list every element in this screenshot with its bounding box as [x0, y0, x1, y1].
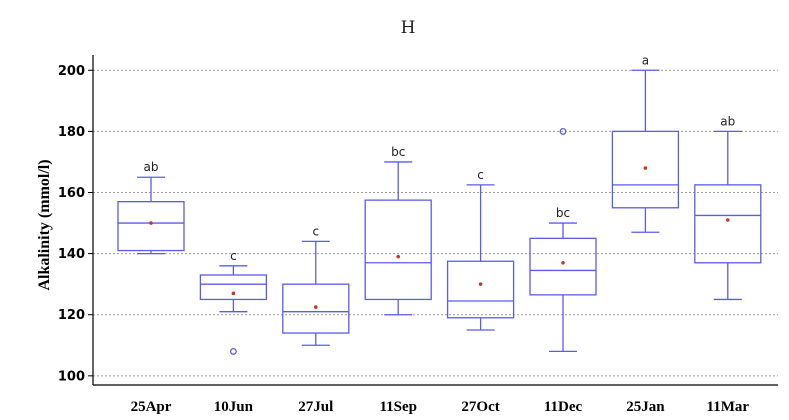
x-tick-label: 27Jul — [298, 399, 333, 415]
box-11Mar — [694, 130, 762, 301]
mean-marker — [396, 254, 401, 259]
x-tick-label: 11Sep — [379, 399, 417, 415]
y-tick-label: 140 — [58, 247, 85, 262]
significance-letter: bc — [556, 206, 570, 220]
x-tick-label: 25Jan — [626, 399, 665, 415]
x-tick-label: 10Jun — [214, 399, 254, 415]
significance-letter: a — [642, 53, 649, 67]
mean-marker — [726, 218, 730, 222]
mean-marker — [149, 221, 153, 225]
x-tick-label: 11Mar — [707, 399, 750, 415]
iqr-box — [117, 201, 185, 252]
box-11Sep — [364, 161, 432, 316]
boxes — [117, 69, 762, 355]
iqr-box — [529, 237, 597, 296]
box-27Oct — [446, 184, 515, 331]
y-tick-label: 200 — [58, 64, 85, 79]
x-tick-label: 11Dec — [544, 399, 583, 415]
iqr-box — [611, 130, 680, 209]
outlier-point — [559, 127, 567, 135]
y-tick-label: 100 — [58, 369, 85, 384]
labels: ab 25Apr c 10Jun c 27Jul bc 11Sep c 27Oct bc 11Dec a… — [131, 53, 750, 415]
x-tick-label: 27Oct — [461, 399, 499, 415]
box-11Dec — [529, 127, 597, 353]
mean-marker — [231, 291, 236, 296]
x-tick-label: 25Apr — [131, 399, 172, 415]
box-25Jan — [611, 69, 680, 233]
significance-letter: bc — [391, 145, 405, 159]
iqr-box — [694, 184, 762, 264]
significance-letter: ab — [144, 160, 159, 174]
grid-lines — [93, 69, 778, 377]
box-27Jul — [282, 240, 350, 346]
axes: 100 120 140 160 180 200 — [58, 55, 778, 386]
iqr-box — [446, 260, 515, 319]
mean-marker — [561, 260, 565, 265]
iqr-box — [282, 283, 350, 334]
mean-marker — [478, 282, 483, 286]
mean-marker — [314, 305, 318, 309]
box-10Jun — [199, 265, 268, 355]
mean-marker — [643, 166, 648, 170]
iqr-box — [199, 274, 268, 301]
iqr-box — [364, 199, 432, 301]
y-axis-label: Alkalinity (mmol/l) — [36, 159, 53, 290]
y-tick-label: 160 — [58, 186, 85, 201]
box-25Apr — [117, 176, 185, 255]
chart-title: H — [401, 18, 416, 38]
significance-letter: ab — [720, 114, 735, 128]
significance-letter: c — [477, 168, 484, 182]
significance-letter: c — [230, 249, 237, 263]
outlier-point — [229, 347, 237, 355]
y-tick-label: 120 — [58, 308, 85, 323]
y-tick-label: 180 — [58, 125, 85, 140]
significance-letter: c — [312, 224, 319, 238]
